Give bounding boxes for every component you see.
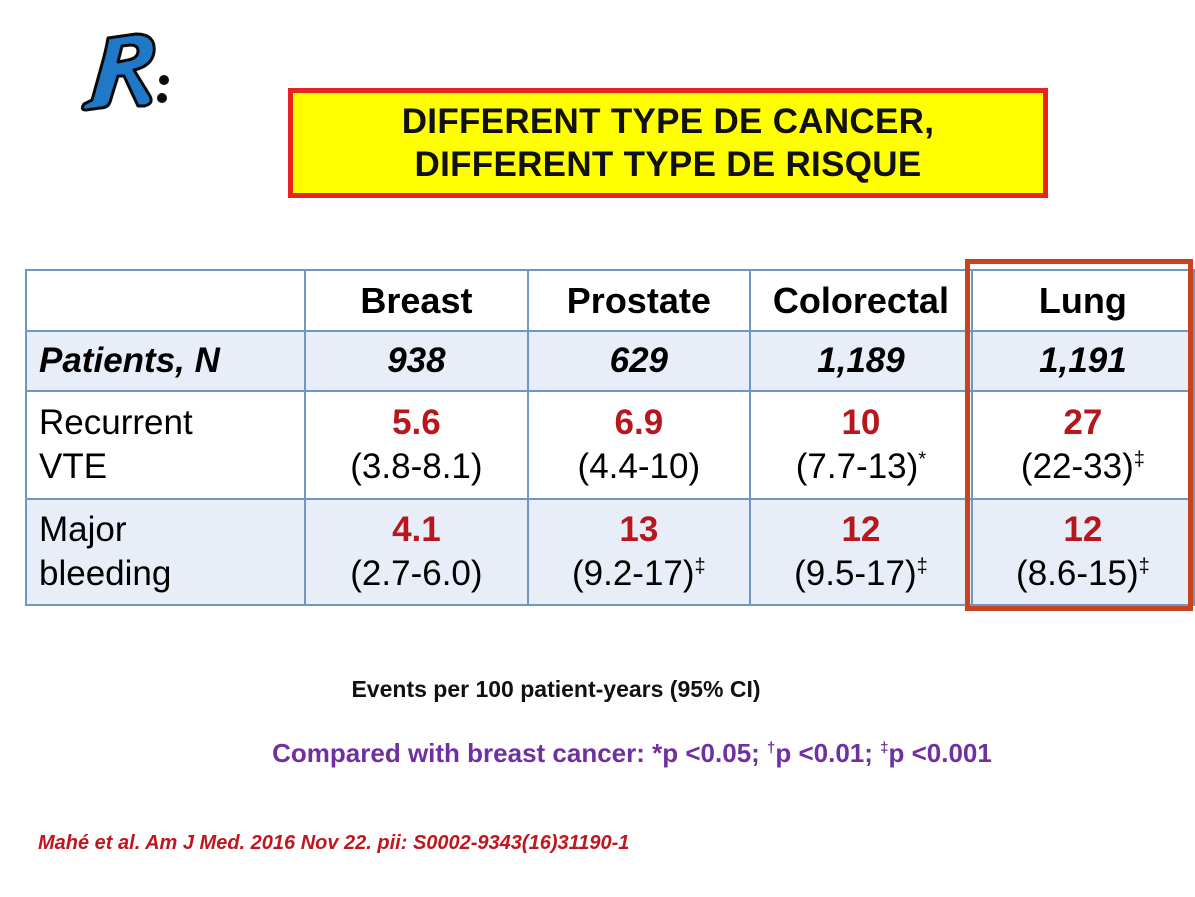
bleed-prostate-cell: 13 (9.2-17)‡ [526, 498, 752, 606]
vte-breast-value: 5.6 [392, 403, 441, 442]
recurrent-vte-label-line1: Recurrent [39, 403, 193, 442]
bleed-breast-ci-text: (2.7-6.0) [350, 554, 483, 593]
vte-breast-cell: 5.6 (3.8-8.1) [304, 390, 529, 500]
header-breast: Breast [304, 269, 529, 332]
reference-citation: Mahé et al. Am J Med. 2016 Nov 22. pii: … [38, 832, 630, 854]
vte-lung-cell: 27 (22-33)‡ [970, 390, 1195, 500]
dagger-mark: † [767, 739, 776, 757]
header-prostate: Prostate [526, 269, 752, 332]
bleed-lung-cell: 12 (8.6-15)‡ [970, 498, 1195, 606]
vte-colorectal-cell: 10 (7.7-13)* [749, 390, 973, 500]
header-colorectal: Colorectal [749, 269, 973, 332]
header-row: Breast Prostate Colorectal Lung [24, 269, 1195, 332]
major-bleeding-row: Major bleeding 4.1 (2.7-6.0) 13 (9.2-17)… [24, 498, 1195, 606]
title-line-1: DIFFERENT TYPE DE CANCER, [401, 102, 935, 141]
vte-breast-ci: (3.8-8.1) [306, 445, 526, 489]
bleed-prostate-value: 13 [619, 510, 659, 549]
bleed-prostate-ci-text: (9.2-17) [571, 554, 695, 593]
vte-colorectal-ci: (7.7-13)* [751, 445, 971, 489]
significance-p001: p <0.001 [888, 738, 992, 768]
vte-colorectal-value: 10 [841, 403, 881, 442]
cancer-risk-table: Breast Prostate Colorectal Lung Patients… [24, 269, 1195, 606]
recurrent-vte-label-line2: VTE [39, 447, 108, 486]
patients-row: Patients, N 938 629 1,189 1,191 [24, 330, 1195, 392]
vte-colorectal-ci-text: (7.7-13) [795, 447, 919, 486]
vte-colorectal-mark: * [918, 448, 927, 471]
patients-lung: 1,191 [970, 330, 1195, 392]
patients-label: Patients, N [24, 330, 307, 392]
significance-note: Compared with breast cancer: *p <0.05; †… [0, 738, 1195, 769]
bleed-lung-mark: ‡ [1138, 555, 1150, 578]
major-bleeding-label-line2: bleeding [39, 554, 172, 593]
major-bleeding-label-line1: Major [39, 510, 127, 549]
bleed-colorectal-ci-text: (9.5-17) [794, 554, 917, 593]
bleed-breast-ci: (2.7-6.0) [306, 552, 526, 596]
bleed-prostate-mark: ‡ [694, 555, 706, 578]
vte-prostate-ci-text: (4.4-10) [577, 447, 701, 486]
vte-lung-ci-text: (22-33) [1020, 447, 1134, 486]
significance-p01: p <0.01; [775, 738, 881, 768]
events-note: Events per 100 patient-years (95% CI) [351, 676, 761, 702]
vte-prostate-value: 6.9 [614, 403, 664, 442]
major-bleeding-label: Major bleeding [24, 498, 307, 606]
patients-colorectal: 1,189 [749, 330, 973, 392]
bleed-colorectal-mark: ‡ [916, 555, 928, 578]
recurrent-vte-row: Recurrent VTE 5.6 (3.8-8.1) 6.9 (4.4-10)… [24, 390, 1195, 500]
patients-prostate: 629 [526, 330, 752, 392]
vte-prostate-ci: (4.4-10) [529, 445, 750, 489]
vte-breast-ci-text: (3.8-8.1) [350, 447, 483, 486]
bleed-lung-value: 12 [1063, 510, 1103, 549]
double-dagger-mark: ‡ [880, 739, 889, 757]
bleed-lung-ci-text: (8.6-15) [1016, 554, 1139, 593]
vte-lung-mark: ‡ [1133, 448, 1145, 471]
bleed-breast-value: 4.1 [392, 510, 441, 549]
bleed-colorectal-ci: (9.5-17)‡ [751, 552, 971, 596]
bleed-colorectal-cell: 12 (9.5-17)‡ [749, 498, 973, 606]
header-empty-cell [24, 269, 307, 332]
bleed-prostate-ci: (9.2-17)‡ [529, 552, 750, 596]
recurrent-vte-label: Recurrent VTE [24, 390, 307, 500]
header-lung: Lung [970, 269, 1195, 332]
bleed-breast-cell: 4.1 (2.7-6.0) [304, 498, 529, 606]
bleed-colorectal-value: 12 [841, 510, 881, 549]
patients-breast: 938 [304, 330, 529, 392]
title-box: DIFFERENT TYPE DE CANCER, DIFFERENT TYPE… [288, 88, 1048, 198]
vte-prostate-cell: 6.9 (4.4-10) [526, 390, 752, 500]
r-runner-logo-icon [80, 32, 169, 112]
vte-lung-value: 27 [1063, 403, 1103, 442]
bleed-lung-ci: (8.6-15)‡ [973, 552, 1193, 596]
significance-prefix: Compared with breast cancer: *p <0.05; [272, 738, 768, 768]
vte-lung-ci: (22-33)‡ [973, 445, 1193, 489]
title-line-2: DIFFERENT TYPE DE RISQUE [414, 145, 922, 184]
